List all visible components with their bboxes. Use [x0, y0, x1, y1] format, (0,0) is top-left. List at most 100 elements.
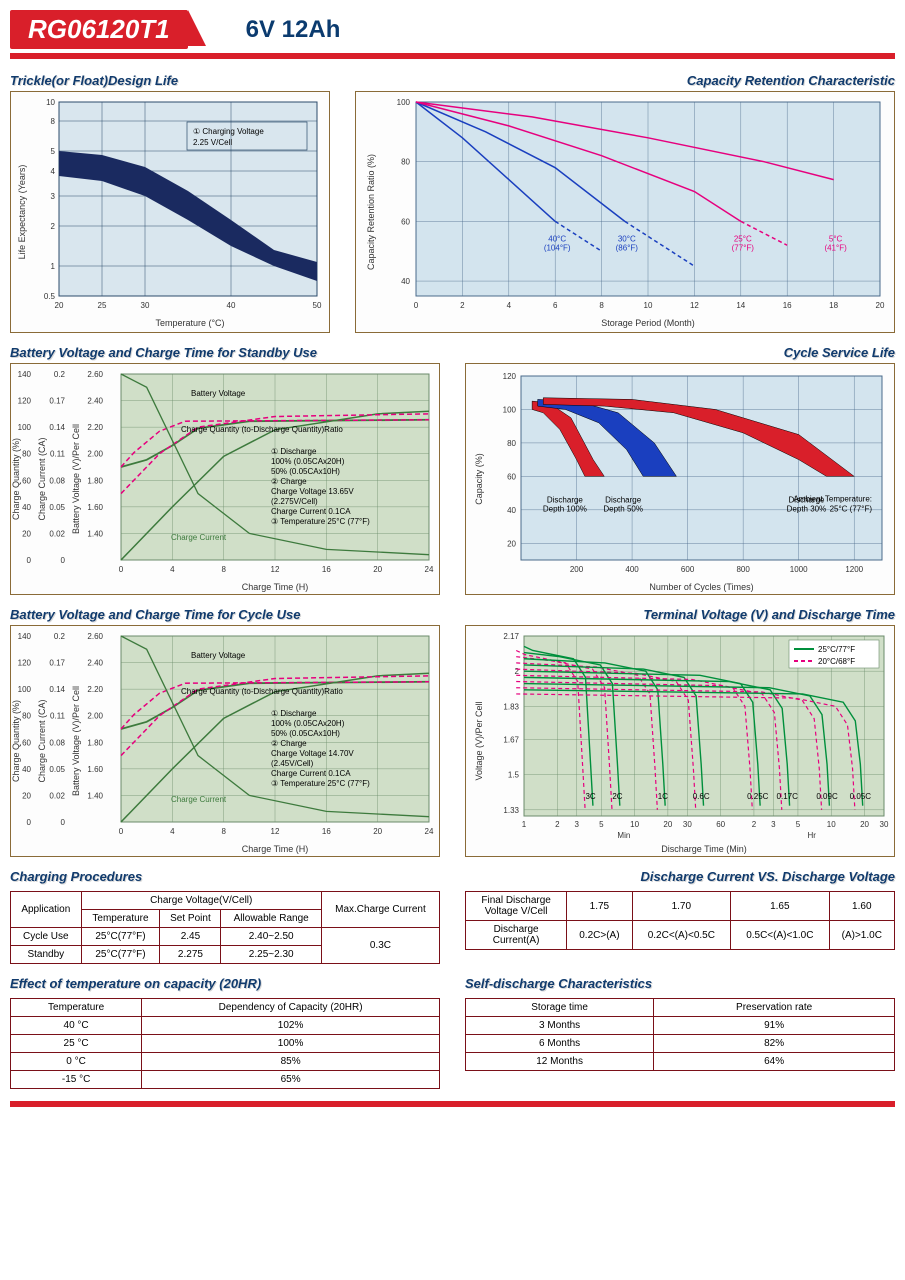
- table-row: Cycle Use 25°C(77°F) 2.45 2.40~2.50 0.3C: [11, 928, 440, 946]
- svg-text:0: 0: [119, 565, 124, 574]
- th-setpoint: Set Point: [160, 910, 221, 928]
- svg-text:1.60: 1.60: [87, 503, 103, 512]
- svg-text:100: 100: [18, 423, 32, 432]
- svg-text:200: 200: [570, 565, 584, 574]
- svg-text:10: 10: [827, 820, 836, 829]
- svg-text:Depth 50%: Depth 50%: [603, 505, 643, 514]
- svg-text:50% (0.05CAx10H): 50% (0.05CAx10H): [271, 467, 340, 476]
- chart-terminal: 123510203060235102030MinHr1.331.51.671.8…: [465, 625, 895, 857]
- svg-text:Charge Quantity (%): Charge Quantity (%): [11, 438, 21, 520]
- svg-text:0: 0: [61, 556, 66, 565]
- svg-text:Charge Current (CA): Charge Current (CA): [37, 437, 47, 520]
- svg-text:Charge Time (H): Charge Time (H): [242, 582, 309, 592]
- table-discharge-vv: Final Discharge Voltage V/Cell 1.75 1.70…: [465, 891, 895, 950]
- svg-text:1.80: 1.80: [87, 738, 103, 747]
- svg-text:Temperature (°C): Temperature (°C): [155, 318, 224, 328]
- svg-text:③ Temperature 25°C (77°F): ③ Temperature 25°C (77°F): [271, 517, 370, 526]
- svg-text:1.83: 1.83: [503, 702, 519, 711]
- svg-text:Voltage (V)/Per Cell: Voltage (V)/Per Cell: [474, 701, 484, 780]
- svg-text:60: 60: [716, 820, 725, 829]
- svg-text:(104°F): (104°F): [544, 243, 571, 252]
- svg-text:(2.45V/Cell): (2.45V/Cell): [271, 759, 314, 768]
- chart-cycle-life: 2004006008001000120020406080100120Discha…: [465, 363, 895, 595]
- svg-text:16: 16: [322, 565, 331, 574]
- svg-text:Storage Period (Month): Storage Period (Month): [601, 318, 695, 328]
- svg-text:2.20: 2.20: [87, 423, 103, 432]
- svg-text:① Discharge: ① Discharge: [271, 709, 317, 718]
- header-red-rule: [10, 53, 895, 59]
- svg-text:40: 40: [227, 301, 236, 310]
- svg-text:0.17: 0.17: [49, 659, 65, 668]
- svg-text:1.5: 1.5: [508, 771, 520, 780]
- svg-text:30: 30: [683, 820, 692, 829]
- svg-text:Battery Voltage: Battery Voltage: [191, 389, 246, 398]
- svg-text:Capacity (%): Capacity (%): [474, 453, 484, 505]
- svg-text:Charge Current 0.1CA: Charge Current 0.1CA: [271, 769, 351, 778]
- svg-text:① Charging Voltage: ① Charging Voltage: [193, 127, 264, 136]
- svg-text:1: 1: [522, 820, 527, 829]
- table-row: Final Discharge Voltage V/Cell 1.75 1.70…: [466, 892, 895, 921]
- svg-text:(41°F): (41°F): [824, 243, 847, 252]
- svg-text:Charge Voltage 14.70V: Charge Voltage 14.70V: [271, 749, 354, 758]
- svg-text:1C: 1C: [658, 792, 668, 801]
- svg-text:Depth 100%: Depth 100%: [543, 505, 587, 514]
- svg-text:40: 40: [22, 503, 31, 512]
- chart-capacity-retention: 0246810121416182040608010040°C(104°F)30°…: [355, 91, 895, 333]
- model-number: RG06120T1: [10, 10, 188, 49]
- svg-text:Discharge: Discharge: [605, 496, 642, 505]
- svg-text:③ Temperature 25°C (77°F): ③ Temperature 25°C (77°F): [271, 779, 370, 788]
- svg-text:12: 12: [271, 827, 280, 836]
- svg-text:Battery Voltage (V)/Per Cell: Battery Voltage (V)/Per Cell: [71, 686, 81, 796]
- svg-text:Number of Cycles (Times): Number of Cycles (Times): [649, 582, 753, 592]
- svg-text:400: 400: [625, 565, 639, 574]
- th-max-current: Max.Charge Current: [321, 892, 439, 928]
- th-charge-voltage: Charge Voltage(V/Cell): [81, 892, 321, 910]
- svg-text:5: 5: [51, 147, 56, 156]
- svg-text:0.17C: 0.17C: [777, 792, 799, 801]
- svg-text:60: 60: [401, 217, 410, 226]
- svg-text:0.02: 0.02: [49, 529, 65, 538]
- svg-text:1: 1: [51, 262, 56, 271]
- svg-text:60: 60: [22, 476, 31, 485]
- svg-text:120: 120: [18, 659, 32, 668]
- svg-text:6: 6: [553, 301, 558, 310]
- svg-text:20: 20: [860, 820, 869, 829]
- table-row: 6 Months82%: [466, 1035, 895, 1053]
- table-temp-effect: TemperatureDependency of Capacity (20HR)…: [10, 998, 440, 1089]
- table-charging: Application Charge Voltage(V/Cell) Max.C…: [10, 891, 440, 964]
- svg-text:3: 3: [771, 820, 776, 829]
- svg-text:140: 140: [18, 370, 32, 379]
- svg-text:Charge Quantity (%): Charge Quantity (%): [11, 700, 21, 782]
- header-separator: [188, 10, 206, 46]
- svg-text:100: 100: [397, 98, 411, 107]
- svg-text:3: 3: [575, 820, 580, 829]
- footer-red-rule: [10, 1101, 895, 1107]
- chart-title-terminal: Terminal Voltage (V) and Discharge Time: [465, 607, 895, 622]
- svg-text:0.05: 0.05: [49, 765, 65, 774]
- svg-text:Capacity Retention Ratio (%): Capacity Retention Ratio (%): [366, 154, 376, 270]
- svg-text:2: 2: [752, 820, 757, 829]
- svg-text:20: 20: [663, 820, 672, 829]
- svg-text:4: 4: [51, 167, 56, 176]
- svg-text:100% (0.05CAx20H): 100% (0.05CAx20H): [271, 457, 345, 466]
- svg-text:② Charge: ② Charge: [271, 739, 307, 748]
- svg-text:80: 80: [401, 158, 410, 167]
- svg-text:8: 8: [221, 827, 226, 836]
- svg-text:0.05: 0.05: [49, 503, 65, 512]
- svg-text:20°C/68°F: 20°C/68°F: [818, 657, 855, 666]
- table-row: 12 Months64%: [466, 1053, 895, 1071]
- svg-text:0.05C: 0.05C: [850, 792, 872, 801]
- svg-text:140: 140: [18, 632, 32, 641]
- svg-text:0: 0: [61, 818, 66, 827]
- svg-text:4: 4: [170, 827, 175, 836]
- svg-text:0.2: 0.2: [54, 632, 66, 641]
- th-application: Application: [11, 892, 82, 928]
- svg-text:25°C/77°F: 25°C/77°F: [818, 645, 855, 654]
- svg-text:Charge Current 0.1CA: Charge Current 0.1CA: [271, 507, 351, 516]
- svg-text:40: 40: [401, 277, 410, 286]
- svg-text:0.11: 0.11: [50, 712, 66, 721]
- svg-text:0.09C: 0.09C: [816, 792, 838, 801]
- svg-text:60: 60: [507, 472, 516, 481]
- svg-text:② Charge: ② Charge: [271, 477, 307, 486]
- chart-title-cycle-charge: Battery Voltage and Charge Time for Cycl…: [10, 607, 440, 622]
